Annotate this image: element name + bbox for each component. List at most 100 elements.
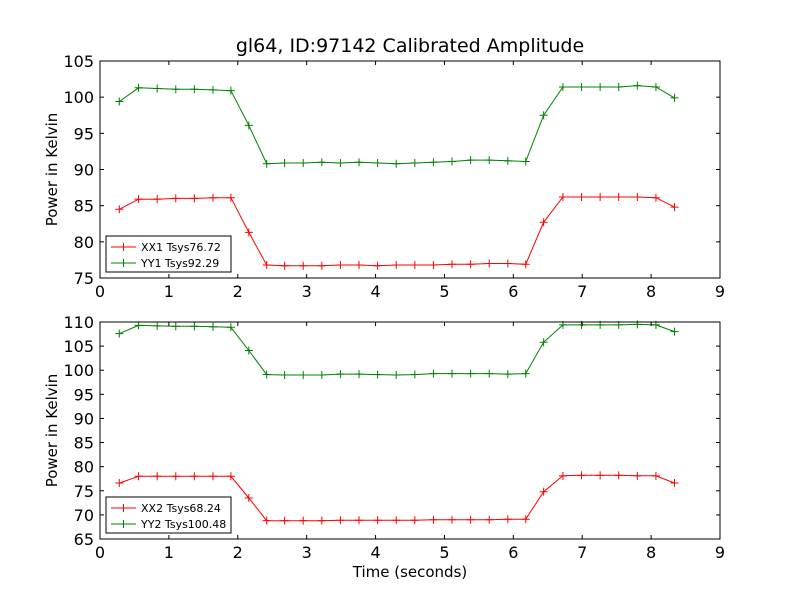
data-point (485, 156, 494, 165)
x-tick-label: 8 (646, 543, 656, 562)
legend-box (105, 235, 232, 273)
data-point (448, 515, 457, 524)
data-point (392, 371, 401, 380)
bottom-axis-ticks: 0 1 2 3 4 5 6 7 8 9 65 70 75 80 85 90 95 100 105 110 (63, 313, 725, 562)
data-point (190, 322, 199, 331)
data-point (171, 322, 180, 331)
top-legend: XX1 Tsys76.72 YY1 Tsys92.29 (105, 235, 232, 273)
x-tick-label: 7 (577, 543, 587, 562)
y-tick-label: 110 (63, 313, 94, 332)
data-point (208, 193, 217, 202)
x-tick-label: 4 (370, 282, 380, 301)
data-point (539, 487, 548, 496)
data-point (503, 370, 512, 379)
data-point (262, 370, 271, 379)
data-point (171, 472, 180, 481)
data-point (614, 471, 623, 480)
top-subplot: 0 1 2 3 4 5 6 7 8 9 75 80 85 90 95 100 105 Power in Kelv… (43, 52, 725, 301)
legend-entry-label: YY1 Tsys92.29 (140, 257, 219, 270)
data-point (521, 157, 530, 166)
data-point (355, 370, 364, 379)
x-tick-label: 2 (233, 282, 243, 301)
data-point (317, 158, 326, 167)
data-point (596, 192, 605, 201)
x-tick-label: 1 (164, 543, 174, 562)
data-point (134, 472, 143, 481)
data-point (633, 81, 642, 90)
data-point (280, 371, 289, 380)
top-plot-marks (115, 81, 679, 270)
bottom-plot-frame (99, 321, 721, 540)
data-point (153, 321, 162, 330)
y-tick-label: 100 (63, 361, 94, 380)
data-point (466, 369, 475, 378)
data-point (280, 158, 289, 167)
data-point (429, 158, 438, 167)
legend-entry-label: XX1 Tsys76.72 (141, 241, 221, 254)
data-point (448, 260, 457, 269)
data-point (633, 192, 642, 201)
data-point (670, 93, 679, 102)
data-point (503, 515, 512, 524)
data-point (355, 158, 364, 167)
y-tick-label: 80 (74, 233, 94, 252)
x-tick-label: 4 (370, 543, 380, 562)
data-point (299, 158, 308, 167)
data-point (153, 84, 162, 93)
data-point (262, 260, 271, 269)
data-point (466, 515, 475, 524)
data-point (244, 228, 253, 237)
data-point (336, 260, 345, 269)
data-point (153, 472, 162, 481)
y-tick-label: 90 (74, 161, 94, 180)
data-point (317, 371, 326, 380)
data-point (558, 83, 567, 92)
data-point (577, 471, 586, 480)
data-point (651, 83, 660, 92)
legend-marker (119, 259, 128, 267)
x-tick-label: 3 (302, 282, 312, 301)
data-point (262, 159, 271, 168)
data-point (115, 97, 124, 106)
y-tick-label: 100 (63, 88, 94, 107)
x-tick-label: 5 (439, 282, 449, 301)
x-tick-label: 9 (715, 282, 725, 301)
data-point (336, 370, 345, 379)
data-point (153, 195, 162, 204)
data-point (115, 205, 124, 214)
data-point (134, 83, 143, 92)
x-tick-label: 0 (95, 282, 105, 301)
legend-marker (119, 504, 128, 512)
data-point (244, 121, 253, 130)
data-point (448, 157, 457, 166)
data-point (226, 86, 235, 95)
data-point (614, 192, 623, 201)
bottom-plot-marks (115, 320, 679, 525)
data-point (373, 370, 382, 379)
x-tick-label: 1 (164, 282, 174, 301)
data-point (190, 85, 199, 94)
x-tick-label: 0 (95, 543, 105, 562)
data-point (466, 156, 475, 165)
data-point (355, 516, 364, 525)
data-point (373, 516, 382, 525)
data-point (280, 261, 289, 270)
data-point (503, 259, 512, 268)
data-point (190, 472, 199, 481)
data-point (410, 516, 419, 525)
data-point (410, 370, 419, 379)
data-point (336, 516, 345, 525)
data-point (614, 83, 623, 92)
data-point (336, 158, 345, 167)
x-tick-label: 9 (715, 543, 725, 562)
bottom-subplot: 0 1 2 3 4 5 6 7 8 9 65 70 75 80 85 90 95 100 105 110 Power … (43, 313, 725, 562)
x-tick-label: 6 (508, 282, 518, 301)
legend-entry-label: YY2 Tsys100.48 (140, 518, 226, 531)
x-axis-label: Time (seconds) (352, 563, 468, 581)
data-point (244, 494, 253, 503)
legend-marker (119, 243, 128, 251)
y-tick-label: 65 (74, 530, 94, 549)
data-point (280, 516, 289, 525)
data-point (392, 260, 401, 269)
